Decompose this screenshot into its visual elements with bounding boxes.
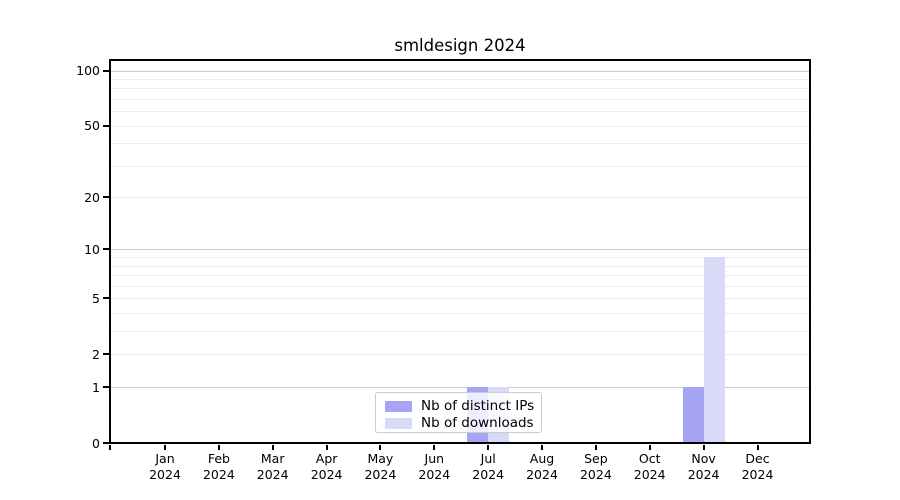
gridline-minor-3 (110, 331, 810, 333)
x-tick-year: 2024 (310, 466, 343, 482)
x-tick-year: 2024 (472, 466, 505, 482)
x-tick-year: 2024 (364, 466, 397, 482)
y-tick-label-0: 0 (92, 435, 100, 451)
x-tick-month: Jun (424, 451, 445, 466)
y-tick-label-2: 2 (92, 346, 100, 362)
gridline-minor-20 (110, 197, 810, 199)
x-tick-year: 2024 (633, 466, 666, 482)
x-tick-label-jul: Jul 2024 (458, 451, 518, 482)
x-tick-mar (271, 445, 274, 450)
legend-label-downloads: Nb of downloads (421, 415, 534, 431)
legend-swatch-downloads (385, 417, 412, 429)
x-tick-label-oct: Oct 2024 (620, 451, 680, 482)
y-tick-10 (103, 248, 110, 251)
legend: Nb of distinct IPs Nb of downloads (375, 392, 542, 433)
x-tick-feb (217, 445, 220, 450)
gridline-minor-70 (110, 98, 810, 100)
x-tick-month: Nov (691, 451, 716, 466)
x-tick-month: May (367, 451, 394, 466)
plot-area (110, 60, 810, 443)
x-tick-month: Apr (315, 451, 338, 466)
y-tick-label-100: 100 (76, 63, 100, 78)
x-tick-dec (756, 445, 759, 450)
x-tick-label-nov: Nov 2024 (674, 451, 734, 482)
bar-nb-of-distinct-ips-nov (682, 387, 704, 443)
legend-item-downloads: Nb of downloads (385, 415, 541, 431)
gridline-minor-6 (110, 285, 810, 287)
x-tick-apr (325, 445, 328, 450)
gridline-minor-80 (110, 88, 810, 90)
y-tick-20 (103, 196, 110, 199)
y-tick-label-50: 50 (84, 118, 100, 134)
y-tick-label-1: 1 (92, 379, 100, 395)
x-tick-label-apr: Apr 2024 (297, 451, 357, 482)
x-tick-year: 2024 (526, 466, 558, 482)
y-tick-5 (103, 297, 110, 300)
gridline-minor-4 (110, 313, 810, 315)
x-tick-jan (164, 445, 166, 450)
gridline-minor-50 (110, 125, 810, 127)
x-tick-month: Sep (584, 451, 608, 466)
x-tick-label-dec: Dec 2024 (728, 451, 788, 482)
gridline-minor-9 (110, 257, 810, 259)
x-tick-label-aug: Aug 2024 (512, 451, 572, 482)
x-tick-year: 2024 (256, 466, 289, 482)
chart-title: smldesign 2024 (394, 36, 526, 55)
x-tick-sep (594, 445, 597, 450)
gridline-minor-60 (110, 111, 810, 113)
x-tick-oct (648, 445, 651, 450)
gridline-major-10 (110, 249, 810, 251)
x-tick-year: 2024 (579, 466, 612, 482)
x-tick-year: 2024 (687, 466, 720, 482)
gridline-minor-30 (110, 165, 810, 167)
gridline-major-1 (110, 387, 810, 389)
x-tick-label-jan: Jan 2024 (135, 451, 195, 482)
x-tick-year: 2024 (418, 466, 451, 482)
x-tick-year: 2024 (149, 466, 181, 482)
gridline-minor-8 (110, 265, 810, 267)
x-tick-month: Oct (638, 451, 661, 466)
x-tick-year: 2024 (741, 466, 774, 482)
legend-swatch-distinct-ips (385, 400, 412, 412)
y-tick-label-5: 5 (92, 290, 100, 306)
x-tick-jul (487, 445, 490, 450)
y-tick-0 (103, 442, 110, 444)
x-tick-month: Jul (480, 451, 496, 466)
x-tick-label-may: May 2024 (350, 451, 410, 482)
legend-label-distinct-ips: Nb of distinct IPs (421, 398, 535, 414)
x-tick-nov (702, 445, 705, 450)
x-tick-month: Jan (155, 451, 175, 466)
y-tick-2 (103, 353, 110, 356)
gridline-minor-5 (110, 298, 810, 300)
gridline-minor-40 (110, 143, 810, 145)
x-tick-year: 2024 (202, 466, 235, 482)
y-tick-100 (103, 69, 110, 72)
x-tick-month: Feb (207, 451, 230, 466)
x-tick-label-feb: Feb 2024 (189, 451, 249, 482)
x-axis-edge-tick (109, 445, 111, 450)
legend-item-distinct-ips: Nb of distinct IPs (385, 398, 541, 414)
gridline-major-100 (110, 70, 810, 72)
y-tick-label-10: 10 (84, 241, 100, 257)
x-tick-may (379, 445, 382, 450)
x-tick-label-jun: Jun 2024 (404, 451, 464, 482)
x-tick-label-mar: Mar 2024 (243, 451, 303, 482)
gridline-minor-90 (110, 78, 810, 80)
y-tick-1 (103, 386, 110, 389)
x-tick-month: Mar (260, 451, 285, 466)
y-tick-50 (103, 124, 110, 127)
y-tick-label-20: 20 (84, 189, 100, 205)
x-tick-month: Aug (529, 451, 555, 466)
gridline-minor-7 (110, 275, 810, 277)
gridline-minor-2 (110, 354, 810, 356)
bar-nb-of-downloads-nov (703, 257, 725, 443)
x-tick-jun (433, 445, 436, 450)
x-tick-month: Dec (745, 451, 770, 466)
x-tick-aug (541, 445, 543, 450)
x-tick-label-sep: Sep 2024 (566, 451, 626, 482)
